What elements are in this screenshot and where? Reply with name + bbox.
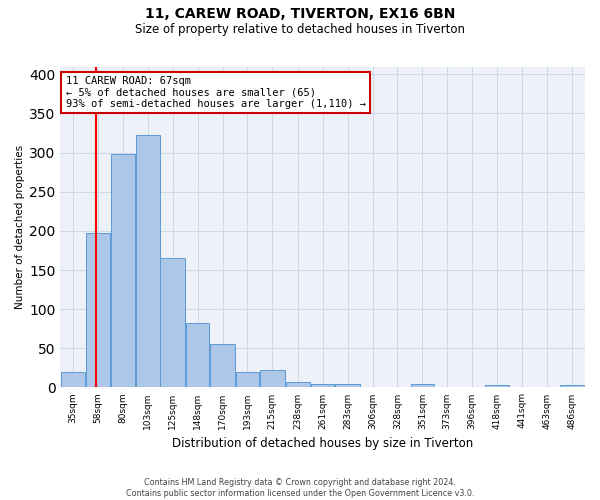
Bar xyxy=(485,385,509,388)
Bar xyxy=(335,384,360,388)
Bar xyxy=(136,134,160,388)
Bar xyxy=(86,233,110,388)
Text: Size of property relative to detached houses in Tiverton: Size of property relative to detached ho… xyxy=(135,22,465,36)
X-axis label: Distribution of detached houses by size in Tiverton: Distribution of detached houses by size … xyxy=(172,437,473,450)
Bar xyxy=(260,370,284,388)
Bar xyxy=(110,154,135,388)
Bar xyxy=(160,258,185,388)
Text: 11, CAREW ROAD, TIVERTON, EX16 6BN: 11, CAREW ROAD, TIVERTON, EX16 6BN xyxy=(145,8,455,22)
Bar xyxy=(210,344,235,388)
Bar xyxy=(236,372,259,388)
Bar xyxy=(410,384,434,388)
Bar xyxy=(311,384,334,388)
Y-axis label: Number of detached properties: Number of detached properties xyxy=(15,145,25,309)
Bar xyxy=(286,382,310,388)
Bar xyxy=(186,323,209,388)
Text: Contains HM Land Registry data © Crown copyright and database right 2024.
Contai: Contains HM Land Registry data © Crown c… xyxy=(126,478,474,498)
Bar xyxy=(61,372,85,388)
Text: 11 CAREW ROAD: 67sqm
← 5% of detached houses are smaller (65)
93% of semi-detach: 11 CAREW ROAD: 67sqm ← 5% of detached ho… xyxy=(65,76,365,110)
Bar xyxy=(560,385,584,388)
